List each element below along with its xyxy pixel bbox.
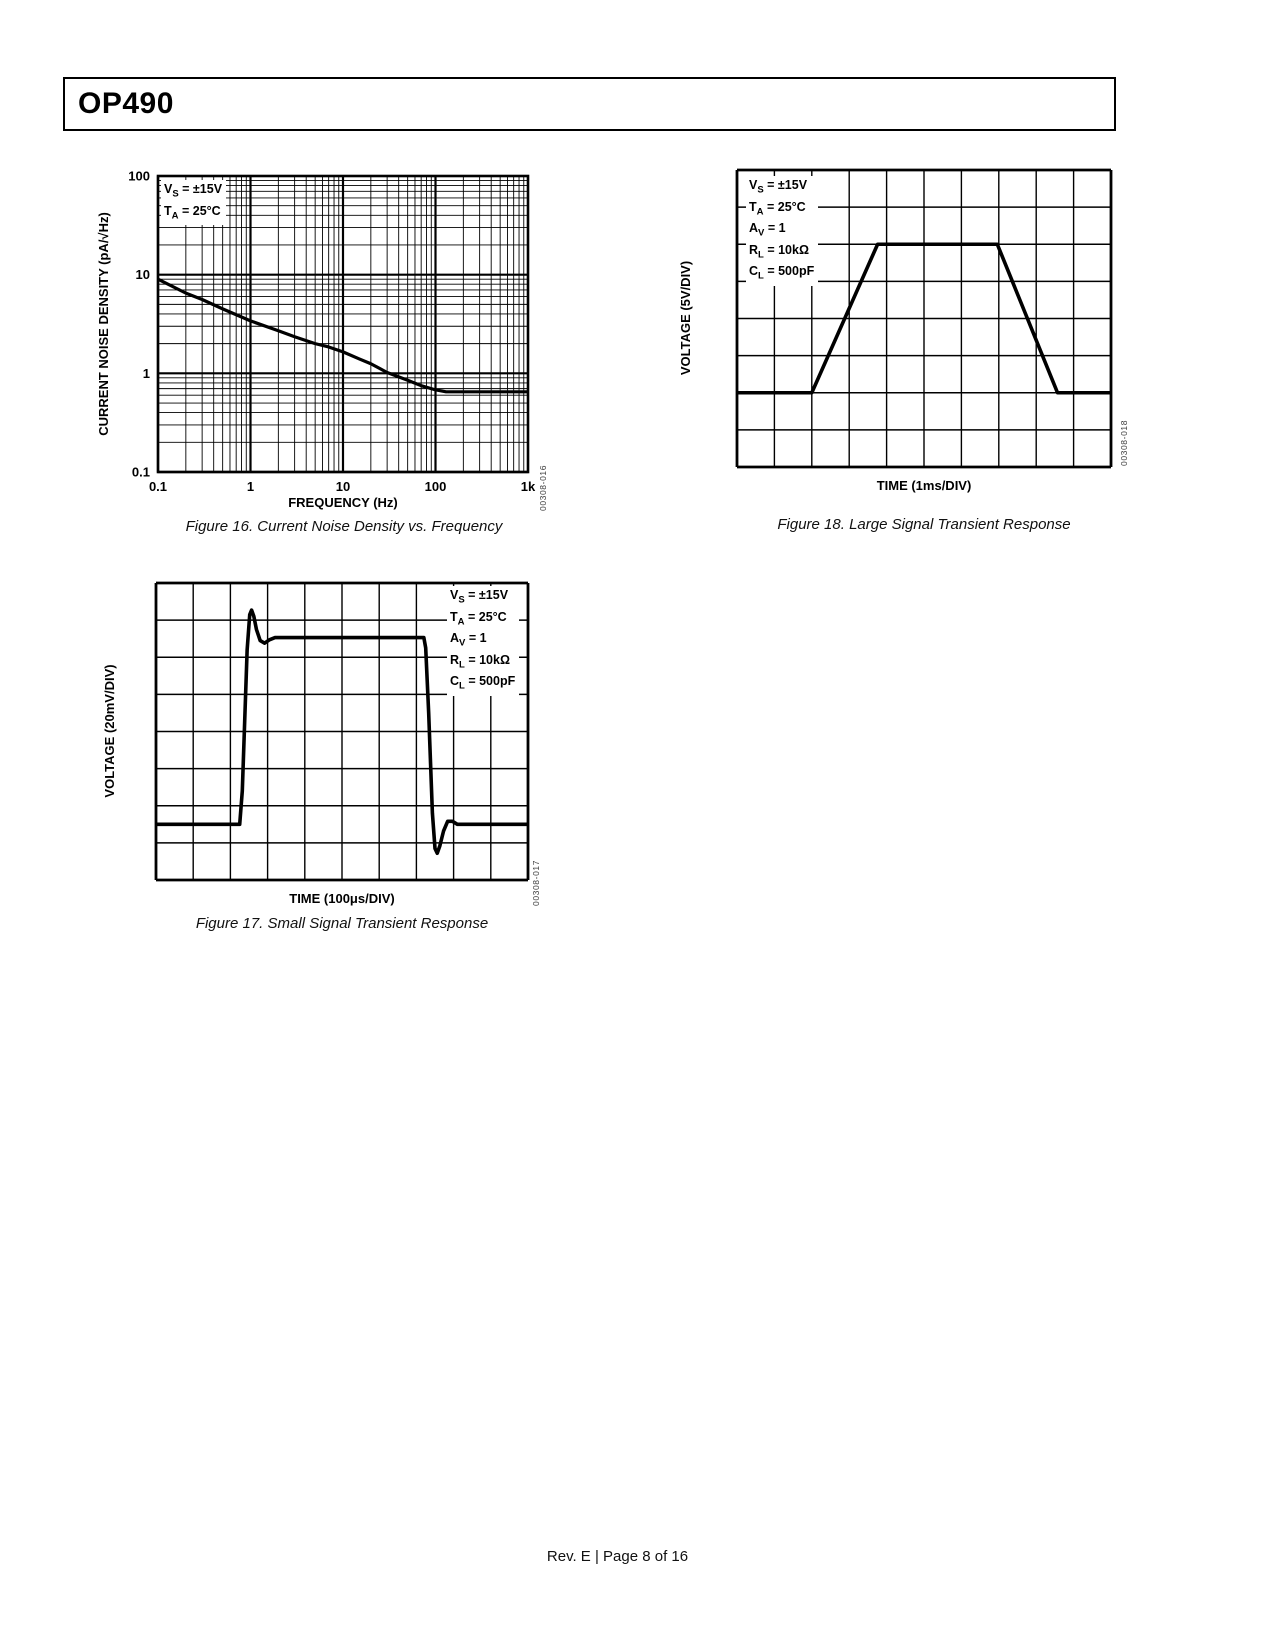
grid <box>154 581 530 882</box>
fig16-y-axis-title: CURRENT NOISE DENSITY (pA/√Hz) <box>96 212 111 436</box>
fig17-figure-code: 00308-017 <box>531 859 541 906</box>
y-tick-label: 1 <box>143 366 150 381</box>
noise-density-trace <box>157 277 528 394</box>
fig18-x-axis-title: TIME (1ms/DIV) <box>877 478 972 493</box>
condition-line: VS = ±15V <box>164 182 223 200</box>
y-tick-label: 100 <box>128 169 150 184</box>
page-title: OP490 <box>78 87 174 120</box>
condition-line: RL = 10kΩ <box>450 652 510 671</box>
fig17-test-conditions: VS = ±15V TA = 25°C AV = 1 RL = 10kΩ CL = 50… <box>447 586 520 696</box>
fig16-x-axis-title: FREQUENCY (Hz) <box>288 495 398 510</box>
condition-line: CL = 500pF <box>749 264 815 282</box>
condition-line: TA = 25°C <box>164 203 221 222</box>
x-tick-label: 1 <box>247 479 254 494</box>
oscilloscope-trace <box>737 242 1111 395</box>
tick-labels: 0.1 1 10 100 1k 100 10 1 0.1 <box>128 169 536 495</box>
y-tick-label: 10 <box>136 267 150 282</box>
fig16-figure-code: 00308-016 <box>538 464 548 511</box>
condition-line: TA = 25°C <box>450 609 507 628</box>
oscilloscope-trace <box>156 608 528 856</box>
condition-line: CL = 500pF <box>450 674 516 692</box>
fig18-figure-code: 00308-018 <box>1119 419 1129 466</box>
fig18-y-axis-title: VOLTAGE (5V/DIV) <box>680 261 693 375</box>
condition-line: VS = ±15V <box>749 178 808 196</box>
condition-line: AV = 1 <box>450 631 487 649</box>
fig16-caption: Figure 16. Current Noise Density vs. Fre… <box>185 518 503 535</box>
x-tick-label: 10 <box>336 479 350 494</box>
y-tick-label: 0.1 <box>132 465 150 480</box>
fig16-test-conditions: VS = ±15V TA = 25°C <box>161 180 227 225</box>
plot-border <box>156 174 530 474</box>
fig17-x-axis-title: TIME (100μs/DIV) <box>289 891 394 906</box>
x-tick-label: 0.1 <box>149 479 167 494</box>
fig17-y-axis-title: VOLTAGE (20mV/DIV) <box>102 664 117 797</box>
fig17-caption: Figure 17. Small Signal Transient Respon… <box>195 915 489 932</box>
condition-line: AV = 1 <box>749 221 786 239</box>
condition-line: TA = 25°C <box>749 199 806 218</box>
x-tick-label: 100 <box>425 479 447 494</box>
x-tick-label: 1k <box>521 479 536 494</box>
fig18-test-conditions: VS = ±15V TA = 25°C AV = 1 RL = 10kΩ CL = 50… <box>746 176 819 286</box>
fig17-chart: TIME (100μs/DIV) VOLTAGE (20mV/DIV) <box>102 581 530 906</box>
condition-line: VS = ±15V <box>450 588 509 606</box>
page-footer: Rev. E | Page 8 of 16 <box>546 1548 689 1565</box>
condition-line: RL = 10kΩ <box>749 242 809 261</box>
fig18-caption: Figure 18. Large Signal Transient Respon… <box>777 516 1071 533</box>
header-box: OP490 <box>63 77 1116 131</box>
